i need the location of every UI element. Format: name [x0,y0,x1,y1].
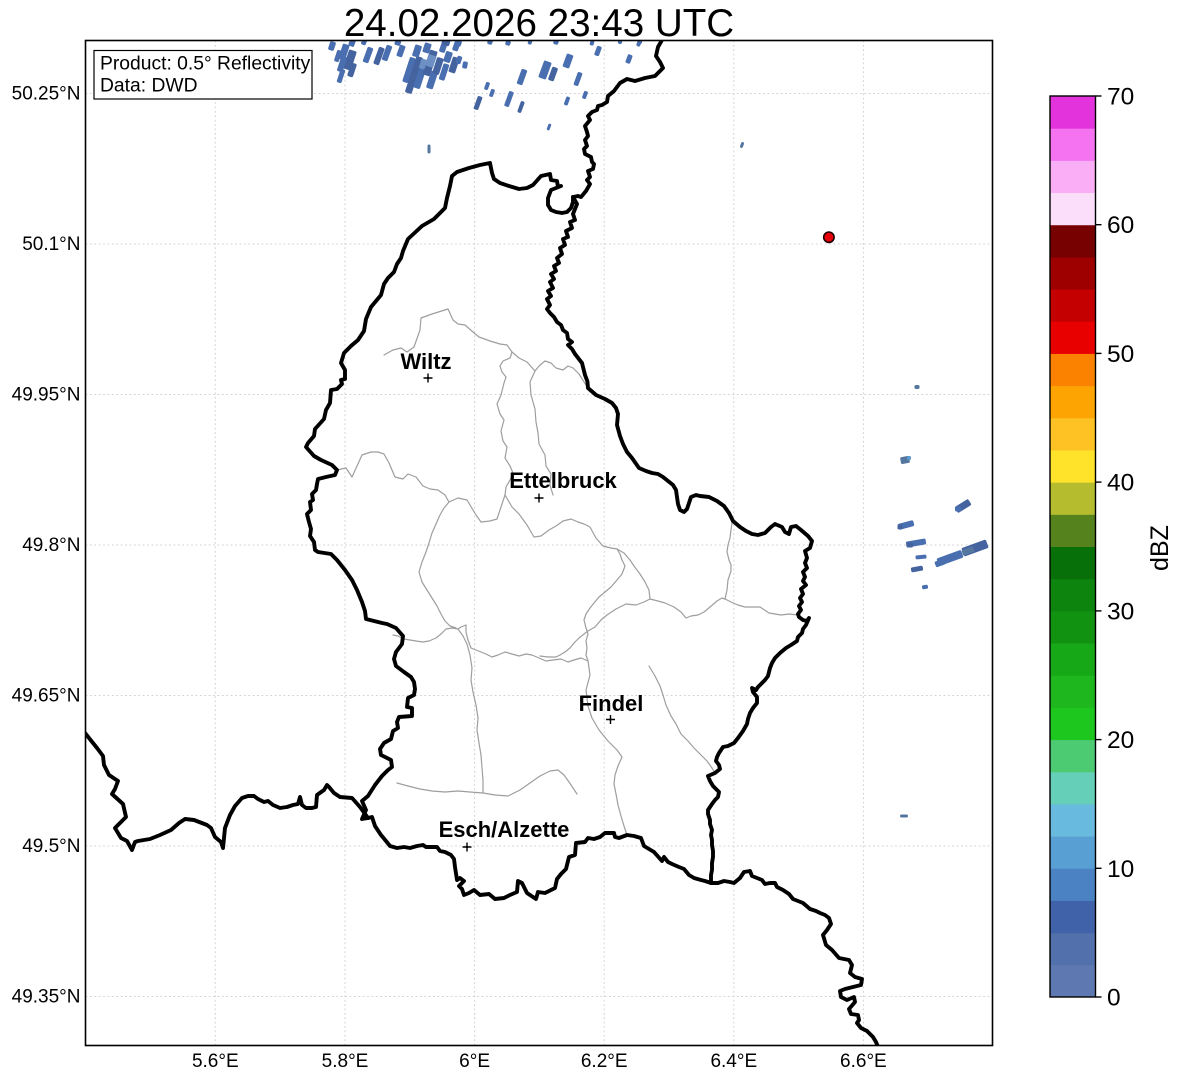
svg-text:50: 50 [1107,341,1134,368]
svg-text:30: 30 [1107,598,1134,625]
svg-text:50.25°N: 50.25°N [12,84,81,105]
svg-text:Findel: Findel [579,691,644,716]
svg-text:5.6°E: 5.6°E [192,1051,239,1072]
svg-text:0: 0 [1107,985,1121,1012]
svg-text:40: 40 [1107,470,1134,497]
svg-text:49.95°N: 49.95°N [12,385,81,406]
svg-text:Product: 0.5° Reflectivity: Product: 0.5° Reflectivity [100,54,311,75]
svg-text:60: 60 [1107,212,1134,239]
svg-text:Ettelbruck: Ettelbruck [509,468,617,493]
svg-text:6.4°E: 6.4°E [710,1051,757,1072]
svg-text:Data: DWD: Data: DWD [100,76,198,97]
svg-text:50.1°N: 50.1°N [22,234,80,255]
svg-text:70: 70 [1107,84,1134,111]
svg-text:5.8°E: 5.8°E [322,1051,369,1072]
svg-text:Esch/Alzette: Esch/Alzette [439,817,570,842]
svg-text:6.2°E: 6.2°E [581,1051,628,1072]
svg-text:49.8°N: 49.8°N [22,535,80,556]
svg-text:Wiltz: Wiltz [400,349,451,374]
svg-text:10: 10 [1107,856,1134,883]
svg-text:49.5°N: 49.5°N [22,836,80,857]
svg-text:49.65°N: 49.65°N [12,686,81,707]
svg-text:20: 20 [1107,727,1134,754]
svg-text:6°E: 6°E [459,1051,490,1072]
svg-text:dBZ: dBZ [1146,525,1174,571]
svg-text:49.35°N: 49.35°N [12,987,81,1008]
svg-text:24.02.2026 23:43 UTC: 24.02.2026 23:43 UTC [344,2,734,45]
svg-text:6.6°E: 6.6°E [840,1051,887,1072]
